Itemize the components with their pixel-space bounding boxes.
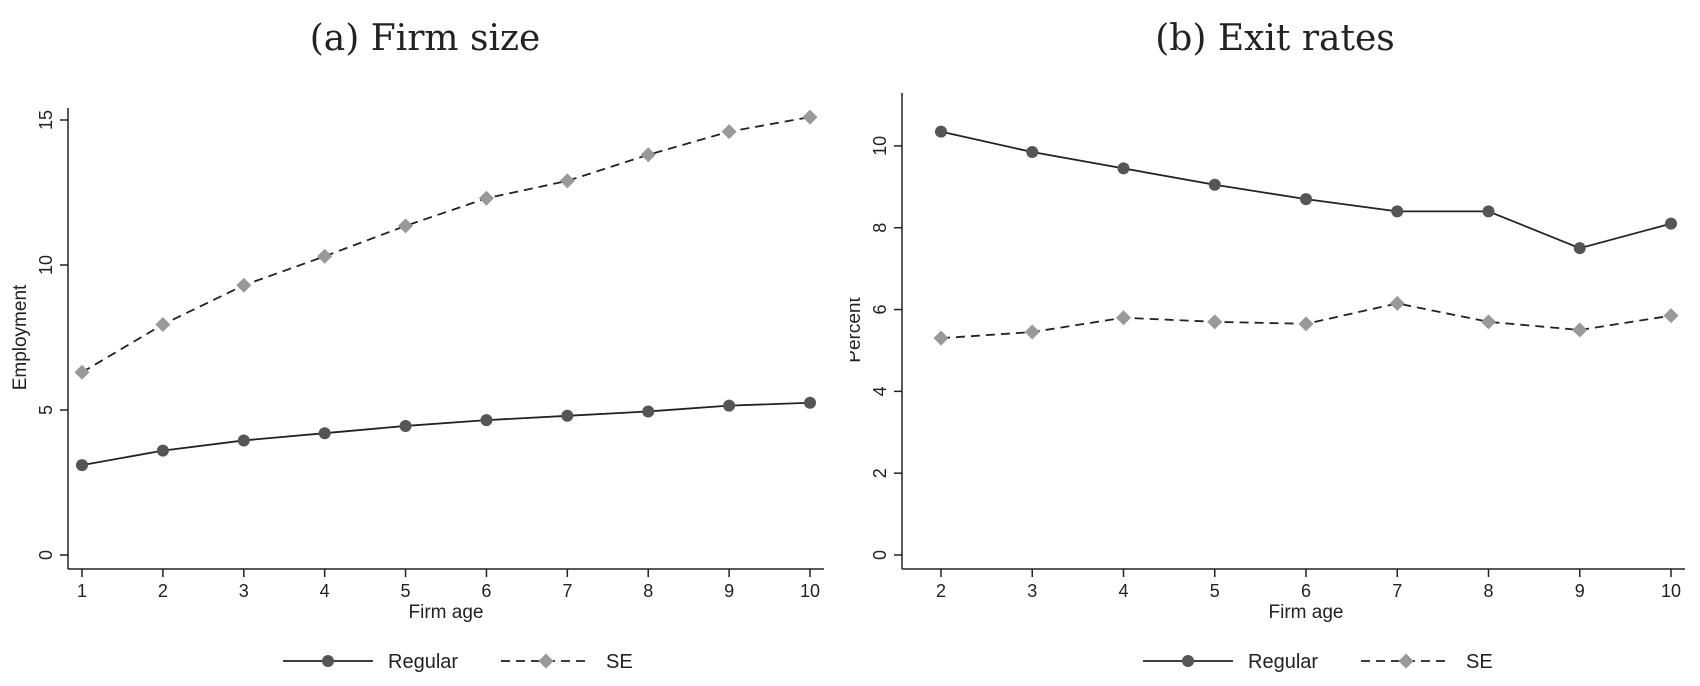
data-point [1573, 242, 1586, 255]
x-tick-label: 2 [936, 581, 946, 601]
x-tick-label: 9 [1575, 581, 1585, 601]
panel-firm-size: (a) Firm size 0 5 10 15 1 2 3 4 5 6 7 8 9 10 Firm age E… [10, 18, 824, 673]
y-tick-label: 5 [36, 405, 56, 415]
legend-label: Regular [1248, 651, 1318, 673]
y-tick-label: 10 [870, 136, 890, 156]
data-point [236, 277, 252, 293]
data-point [723, 399, 736, 412]
x-axis-label: Firm age [409, 602, 484, 623]
data-point [156, 444, 169, 457]
data-point [1207, 314, 1223, 330]
x-tick-label: 6 [1301, 581, 1311, 601]
y-tick-label: 4 [870, 386, 890, 396]
x-tick-label: 3 [239, 581, 249, 601]
chart-title: (a) Firm size [309, 18, 541, 59]
x-tick-label: 10 [800, 581, 820, 601]
data-point [1481, 314, 1496, 330]
data-point [1389, 295, 1405, 311]
data-point [318, 427, 331, 440]
panel-exit-rates: (b) Exit rates 0 2 4 6 8 10 2 3 4 5 6 7 8 9 10 Firm age… [850, 0, 1700, 686]
data-point [802, 109, 818, 125]
data-point [1024, 324, 1040, 340]
series-line-regular [940, 130, 1672, 250]
x-tick-label: 6 [481, 581, 491, 601]
legend-marker [322, 655, 334, 667]
legend-marker [1398, 653, 1414, 669]
data-point [561, 409, 574, 422]
x-tick-label: 1 [77, 581, 87, 601]
y-axis-label: Percent [850, 297, 865, 363]
data-point [480, 414, 493, 427]
series-line-regular [81, 401, 811, 466]
x-tick-label: 8 [643, 581, 653, 601]
legend-label: SE [1466, 651, 1493, 673]
legend-label: Regular [388, 651, 458, 673]
firm-size-chart: 0 5 10 15 1 2 3 4 5 6 7 8 9 10 Firm age Employment Regul… [10, 108, 824, 673]
x-tick-label: 4 [320, 581, 330, 601]
x-tick-label: 3 [1027, 581, 1037, 601]
data-point [559, 173, 575, 189]
exit-rates-chart: 0 2 4 6 8 10 2 3 4 5 6 7 8 9 10 Firm age Percent Regular S… [850, 93, 1685, 673]
legend-label: SE [606, 651, 633, 673]
data-point [478, 190, 494, 206]
data-point [1116, 310, 1131, 326]
data-point [1665, 217, 1677, 230]
legend-marker [538, 653, 554, 669]
data-point [237, 434, 250, 447]
data-point [155, 316, 171, 332]
x-tick-label: 5 [401, 581, 411, 601]
data-point [935, 125, 947, 138]
data-point [1208, 178, 1221, 191]
x-tick-label: 8 [1483, 581, 1493, 601]
legend-marker [1182, 655, 1194, 667]
y-tick-label: 0 [36, 550, 56, 560]
data-point [317, 248, 333, 264]
data-point [640, 147, 656, 163]
data-point [933, 330, 949, 346]
data-point [1572, 322, 1588, 338]
y-tick-label: 0 [870, 550, 890, 560]
data-point [1117, 162, 1130, 175]
y-tick-label: 15 [36, 110, 56, 130]
x-tick-label: 7 [1392, 581, 1402, 601]
data-point [76, 459, 88, 472]
data-point [1300, 193, 1312, 206]
y-tick-label: 6 [870, 305, 890, 315]
data-point [1391, 205, 1404, 218]
x-tick-label: 10 [1661, 581, 1681, 601]
x-tick-label: 4 [1118, 581, 1128, 601]
y-tick-label: 8 [870, 223, 890, 233]
data-point [642, 405, 655, 418]
y-tick-label: 10 [36, 255, 56, 275]
x-axis-label: Firm age [1269, 602, 1344, 623]
data-point [1482, 205, 1495, 218]
data-point [1026, 146, 1039, 159]
data-point [721, 124, 737, 140]
y-axis-label: Employment [10, 284, 31, 390]
data-point [399, 419, 412, 432]
x-tick-label: 5 [1210, 581, 1220, 601]
series-line-se [81, 116, 811, 374]
data-point [74, 364, 90, 380]
x-tick-label: 9 [724, 581, 734, 601]
data-point [804, 396, 816, 409]
data-point [1663, 308, 1679, 324]
data-point [398, 218, 414, 234]
x-tick-label: 7 [562, 581, 572, 601]
y-tick-label: 2 [870, 468, 890, 478]
data-point [1298, 316, 1314, 332]
chart-title: (b) Exit rates [1155, 18, 1395, 59]
x-tick-label: 2 [158, 581, 168, 601]
